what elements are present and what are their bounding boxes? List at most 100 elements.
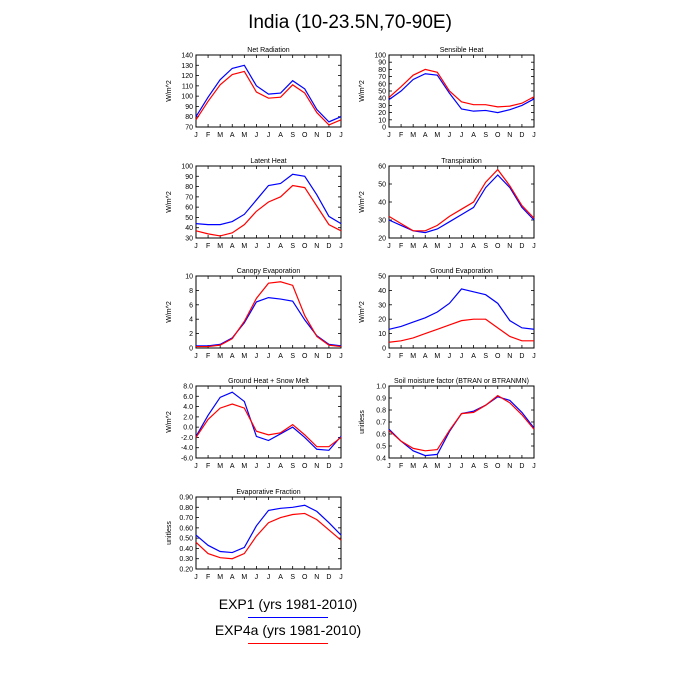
x-tick-label: A (423, 132, 428, 139)
y-tick-label: 0.6 (376, 432, 386, 439)
y-tick-label: 30 (185, 236, 193, 243)
x-tick-label: A (471, 463, 476, 470)
x-tick-label: O (302, 132, 308, 139)
x-tick-label: J (267, 132, 271, 139)
x-tick-label: M (241, 243, 247, 250)
y-tick-label: 4.0 (183, 404, 193, 411)
panel-title: Canopy Evaporation (237, 268, 301, 275)
x-tick-label: O (495, 243, 501, 250)
x-tick-label: M (410, 132, 416, 139)
x-tick-label: M (217, 243, 223, 250)
y-tick-label: 0.50 (179, 536, 193, 543)
y-tick-label: 120 (181, 73, 193, 80)
y-tick-label: 0.60 (179, 525, 193, 532)
y-tick-label: 0 (189, 346, 193, 353)
y-tick-label: 4 (189, 317, 193, 324)
x-tick-label: M (217, 132, 223, 139)
x-tick-label: J (339, 353, 343, 360)
x-tick-label: A (278, 132, 283, 139)
series-line-exp4a (388, 394, 535, 452)
panel-title: Transpiration (441, 158, 482, 165)
x-tick-label: J (194, 243, 198, 250)
x-tick-label: S (290, 243, 295, 250)
y-tick-label: 0.70 (179, 515, 193, 522)
y-tick-label: -2.0 (181, 435, 193, 442)
y-tick-label: 50 (378, 89, 386, 96)
series-line-exp4a (388, 68, 535, 108)
series-line-exp1 (195, 64, 342, 123)
y-axis-label: unitless (166, 521, 173, 545)
x-tick-label: A (278, 574, 283, 581)
y-tick-label: 0.40 (179, 546, 193, 553)
y-tick-label: 60 (378, 164, 386, 171)
y-axis-label: W/m^2 (359, 80, 366, 102)
y-tick-label: 110 (182, 83, 193, 90)
series-line-exp1 (388, 73, 535, 114)
x-tick-label: N (507, 353, 512, 360)
x-tick-label: O (302, 353, 308, 360)
y-axis-label: W/m^2 (359, 191, 366, 213)
y-tick-label: 0.0 (183, 425, 193, 432)
legend-line-exp4a (248, 643, 328, 644)
x-tick-label: N (314, 574, 319, 581)
y-tick-label: 0.9 (376, 396, 386, 403)
y-tick-label: 60 (378, 81, 386, 88)
x-tick-label: N (507, 463, 512, 470)
x-tick-label: J (387, 463, 391, 470)
x-tick-label: A (278, 353, 283, 360)
x-tick-label: D (326, 574, 331, 581)
x-tick-label: A (471, 132, 476, 139)
series-line-exp1 (388, 174, 535, 234)
y-tick-label: 0.30 (179, 556, 193, 563)
x-tick-label: N (507, 243, 512, 250)
panel-title: Soil moisture factor (BTRAN or BTRANMN) (394, 378, 529, 385)
x-tick-label: D (519, 463, 524, 470)
y-tick-label: -4.0 (181, 445, 193, 452)
x-tick-label: A (471, 243, 476, 250)
y-axis-label: W/m^2 (166, 80, 173, 102)
x-tick-label: A (471, 353, 476, 360)
y-tick-label: 80 (185, 184, 193, 191)
x-tick-label: M (410, 243, 416, 250)
series-line-exp4a (388, 318, 534, 343)
y-tick-label: 0.7 (376, 420, 386, 427)
x-tick-label: J (267, 463, 271, 470)
series-line-exp4a (196, 281, 342, 348)
x-tick-label: O (302, 574, 308, 581)
x-tick-label: J (255, 243, 259, 250)
series-line-exp4a (195, 512, 342, 560)
y-tick-label: 40 (378, 200, 386, 207)
x-tick-label: S (483, 243, 488, 250)
y-tick-label: 0.90 (179, 495, 193, 502)
x-tick-label: J (339, 243, 343, 250)
x-tick-label: J (339, 574, 343, 581)
y-tick-label: -6.0 (181, 456, 193, 463)
x-tick-label: F (206, 132, 210, 139)
x-tick-label: F (399, 463, 403, 470)
y-axis-label: W/m^2 (166, 191, 173, 213)
figure-title: India (10-23.5N,70-90E) (248, 12, 452, 33)
x-tick-label: M (241, 574, 247, 581)
y-tick-label: 20 (378, 317, 386, 324)
panel-title: Evaporative Fraction (236, 489, 300, 496)
x-tick-label: M (410, 353, 416, 360)
x-tick-label: J (194, 132, 198, 139)
x-tick-label: M (217, 574, 223, 581)
y-tick-label: 100 (181, 94, 193, 101)
x-tick-label: F (399, 353, 403, 360)
x-tick-label: M (434, 243, 440, 250)
x-tick-label: J (267, 574, 271, 581)
x-tick-label: F (206, 353, 210, 360)
x-tick-label: D (519, 353, 524, 360)
series-line-exp1 (195, 173, 342, 226)
x-tick-label: S (290, 132, 295, 139)
y-tick-label: 20 (378, 236, 386, 243)
x-tick-label: J (532, 353, 536, 360)
x-tick-label: J (255, 463, 259, 470)
x-tick-label: A (230, 243, 235, 250)
x-tick-label: J (255, 132, 259, 139)
series-line-exp4a (388, 168, 535, 232)
